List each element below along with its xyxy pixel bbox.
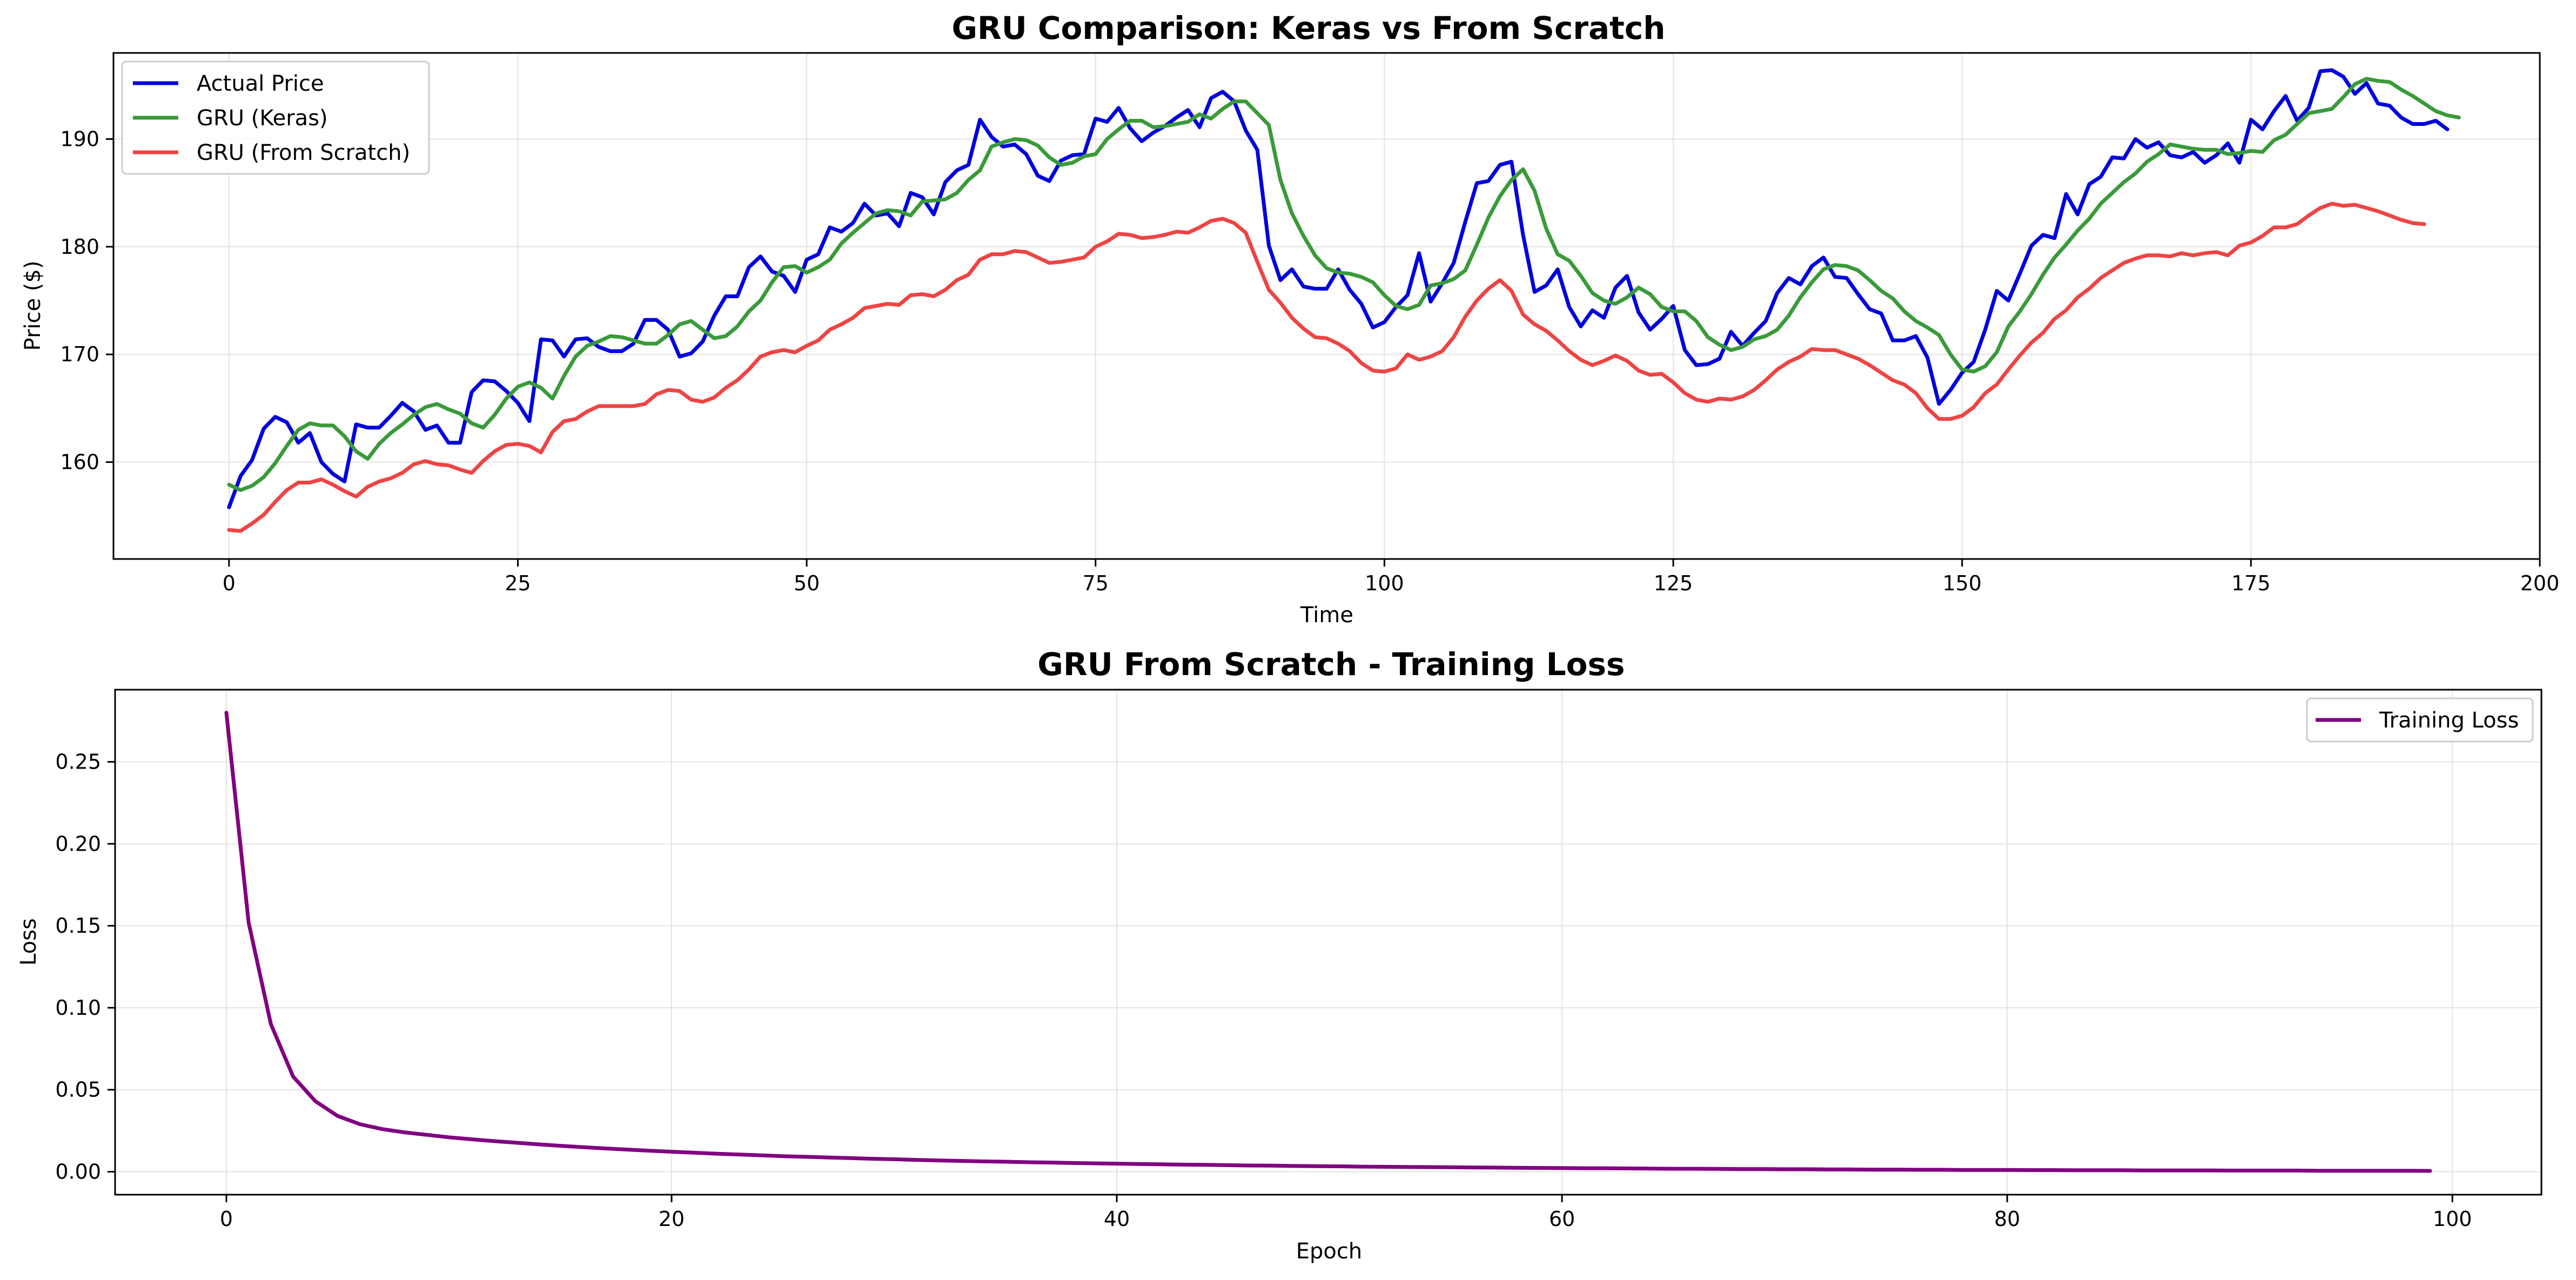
series-line-gru-keras [227, 77, 2461, 492]
x-tick-label: 40 [1104, 1207, 1130, 1231]
price-comparison-chart: GRU Comparison: Keras vs From Scratch 0 2… [21, 10, 2559, 628]
legend-label: GRU (Keras) [197, 106, 328, 131]
legend-frame [2306, 697, 2534, 743]
x-tick-label: 25 [505, 571, 531, 595]
y-tick-label: 0.10 [55, 996, 101, 1020]
x-tick-label: 175 [2231, 571, 2271, 595]
plot-frame [114, 689, 2543, 1196]
x-axis-ticks: 0 25 50 75 100 125 150 175 200 [223, 559, 2560, 595]
y-tick-label: 170 [60, 342, 99, 366]
y-tick-label: 0.05 [55, 1078, 101, 1102]
y-axis-label: Price ($) [21, 261, 45, 351]
y-tick-label: 180 [60, 235, 99, 259]
legend-label: GRU (From Scratch) [197, 140, 410, 165]
x-tick-label: 100 [2433, 1207, 2472, 1231]
y-tick-label: 0.20 [55, 832, 101, 855]
plot-frame [112, 52, 2541, 560]
x-tick-label: 200 [2520, 571, 2560, 595]
y-axis-label: Loss [16, 918, 41, 966]
series-lines [227, 68, 2461, 533]
chart-title: GRU From Scratch - Training Loss [1037, 646, 1625, 683]
x-tick-label: 75 [1083, 571, 1109, 595]
x-axis-label: Epoch [1296, 1239, 1362, 1264]
x-tick-label: 100 [1365, 571, 1404, 595]
legend-label: Actual Price [197, 71, 324, 96]
x-tick-label: 125 [1654, 571, 1693, 595]
series-line-training-loss [224, 711, 2432, 1173]
legend-frame [121, 60, 430, 175]
y-tick-label: 0.00 [55, 1160, 101, 1184]
x-tick-label: 20 [659, 1207, 685, 1231]
training-loss-chart: GRU From Scratch - Training Loss 0 20 40 60… [16, 646, 2543, 1264]
x-tick-label: 80 [1994, 1207, 2020, 1231]
x-tick-label: 0 [223, 571, 236, 595]
y-tick-label: 190 [60, 127, 99, 151]
legend: Actual Price GRU (Keras) GRU (From Scrat… [121, 60, 430, 175]
x-tick-label: 50 [794, 571, 820, 595]
y-tick-label: 0.15 [55, 914, 101, 938]
series-line-actual-price [227, 68, 2450, 509]
series-line-gru-from-scratch [227, 201, 2426, 533]
y-axis-ticks: 0.00 0.05 0.10 0.15 0.20 0.25 [55, 750, 115, 1184]
x-axis-label: Time [1300, 603, 1353, 628]
y-tick-label: 160 [60, 450, 99, 474]
series-lines [224, 711, 2432, 1173]
y-axis-ticks: 160 170 180 190 [60, 127, 113, 474]
x-tick-label: 150 [1942, 571, 1982, 595]
x-axis-ticks: 0 20 40 60 80 100 [220, 1195, 2472, 1231]
legend: Training Loss [2306, 697, 2534, 743]
y-tick-label: 0.25 [55, 750, 101, 774]
chart-title: GRU Comparison: Keras vs From Scratch [951, 10, 1665, 46]
legend-label: Training Loss [2379, 708, 2519, 733]
x-tick-label: 60 [1549, 1207, 1575, 1231]
x-tick-label: 0 [220, 1207, 233, 1231]
